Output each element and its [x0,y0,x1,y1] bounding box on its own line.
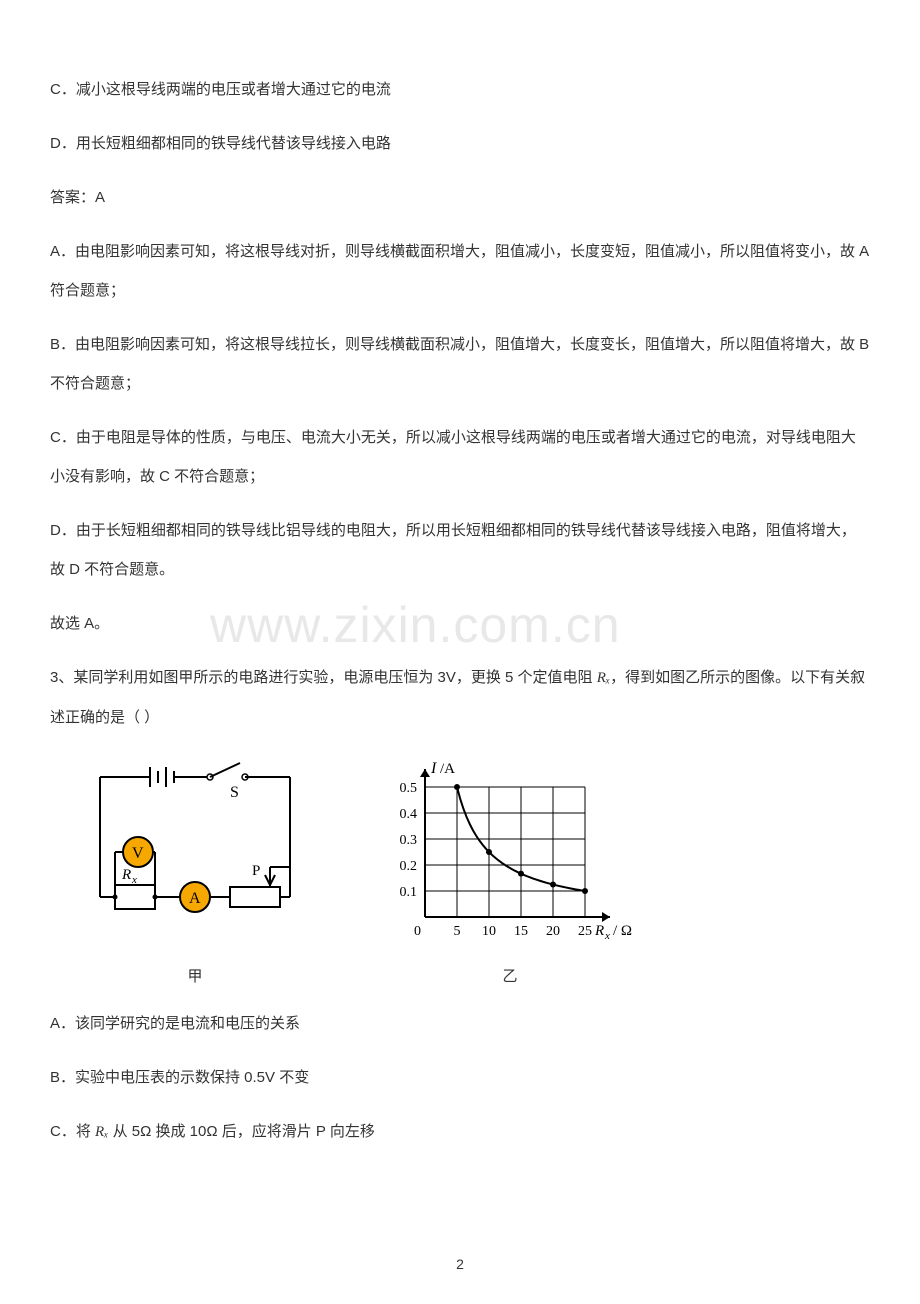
q3-rx: Rₓ [597,670,610,686]
caption-left: 甲 [80,965,310,986]
svg-text:R: R [121,867,131,883]
q3-option-c: C．将 Rₓ 从 5Ω 换成 10Ω 后，应将滑片 P 向左移 [50,1112,870,1152]
svg-text:I: I [430,760,437,777]
svg-text:/ Ω: / Ω [613,923,632,939]
figure-row: SRxAPV 0.10.20.30.40.50510152025I/ARx/ Ω [80,757,870,947]
svg-text:V: V [132,845,144,862]
opt-c-suffix: 从 5Ω 换成 10Ω 后，应将滑片 P 向左移 [108,1123,374,1140]
svg-text:15: 15 [514,924,528,939]
svg-text:20: 20 [546,924,560,939]
svg-text:0.1: 0.1 [400,885,418,900]
q3-option-a: A．该同学研究的是电流和电压的关系 [50,1004,870,1043]
svg-text:P: P [252,863,260,879]
svg-text:x: x [131,874,137,886]
svg-text:10: 10 [482,924,496,939]
answer-line: 答案：A [50,178,870,217]
figure-captions: 甲 乙 [80,965,870,986]
circuit-diagram: S Rx A P V [80,757,310,927]
svg-text:x: x [604,930,610,942]
conclusion: 故选 A。 [50,604,870,643]
caption-right: 乙 [370,965,650,986]
svg-text:/A: /A [440,761,455,777]
explain-d: D．由于长短粗细都相同的铁导线比铝导线的电阻大，所以用长短粗细都相同的铁导线代替… [50,511,870,589]
svg-text:A: A [189,890,201,907]
iv-chart: 0.1 0.2 0.3 0.4 0.5 0 5 10 15 20 25 I/A Rx/ Ω [370,757,650,947]
option-d-q2: D．用长短粗细都相同的铁导线代替该导线接入电路 [50,124,870,163]
question-3-stem: 3、某同学利用如图甲所示的电路进行实验，电源电压恒为 3V，更换 5 个定值电阻… [50,658,870,737]
q3-prefix: 3、某同学利用如图甲所示的电路进行实验，电源电压恒为 3V，更换 5 个定值电阻 [50,669,597,686]
svg-text:0.5: 0.5 [400,781,418,796]
opt-c-prefix: C．将 [50,1123,95,1140]
page-number: 2 [0,1256,920,1272]
option-c-q2: C．减小这根导线两端的电压或者增大通过它的电流 [50,70,870,109]
q3-option-b: B．实验中电压表的示数保持 0.5V 不变 [50,1058,870,1097]
svg-text:5: 5 [454,924,461,939]
svg-text:0: 0 [414,924,421,939]
explain-a: A．由电阻影响因素可知，将这根导线对折，则导线横截面积增大，阻值减小，长度变短，… [50,232,870,310]
explain-b: B．由电阻影响因素可知，将这根导线拉长，则导线横截面积减小，阻值增大，长度变长，… [50,325,870,403]
opt-c-rx: Rₓ [95,1124,108,1140]
svg-text:0.2: 0.2 [400,859,418,874]
svg-text:0.4: 0.4 [400,807,418,822]
svg-text:25: 25 [578,924,592,939]
svg-text:R: R [594,923,604,939]
explain-c: C．由于电阻是导体的性质，与电压、电流大小无关，所以减小这根导线两端的电压或者增… [50,418,870,496]
svg-text:S: S [230,784,239,801]
svg-text:0.3: 0.3 [400,833,418,848]
